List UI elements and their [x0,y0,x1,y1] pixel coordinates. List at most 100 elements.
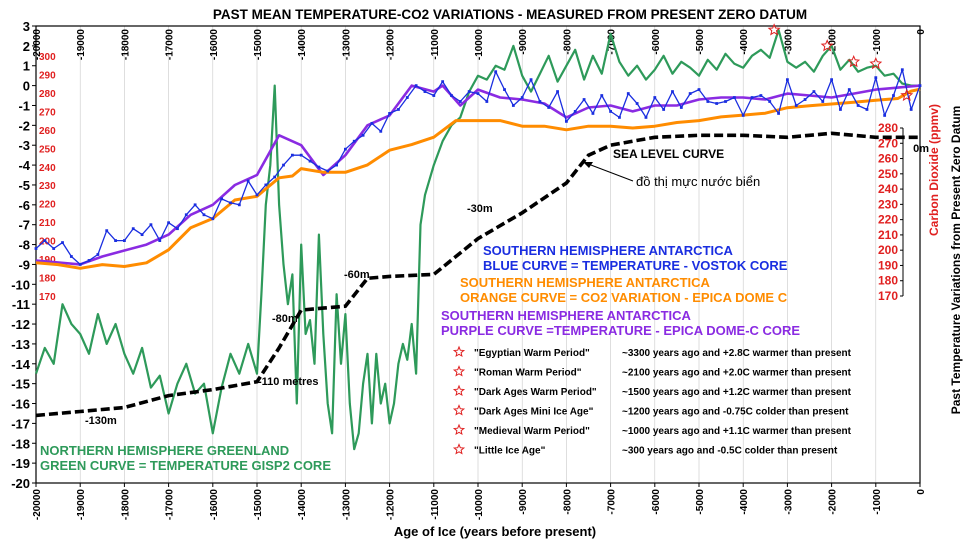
x-tick-label-top: -8000 [562,29,573,55]
vostok-point [847,88,851,91]
x-tick-label-bottom: 0 [916,489,927,495]
y-right-axis-label: Past Temperature Variations from Present… [949,106,963,415]
vostok-point [105,229,109,233]
vostok-point [193,203,197,207]
y-tick-label: -9 [18,257,30,272]
x-tick-label-top: -10000 [474,29,485,61]
period-list-star-icon [452,345,466,358]
vostok-point [768,100,772,103]
co2-tick-label-right: 180 [878,274,898,288]
vostok-point [830,78,833,82]
co2-tick-label-left: 200 [39,237,56,248]
period-name: "Medieval Warm Period" [474,426,590,437]
vostok-point [839,108,842,111]
warm-period-marker-star-icon [820,39,834,52]
sea-level-minus130-label: -130m [85,415,117,427]
vostok-point [432,94,436,97]
vostok-point [397,108,400,111]
x-tick-label-bottom: -14000 [297,489,308,521]
y-tick-label: -19 [11,456,30,471]
x-tick-label-bottom: -19000 [76,489,87,521]
period-name: "Egyptian Warm Period" [474,348,590,359]
vostok-point [644,116,648,119]
x-tick-label-bottom: -6000 [651,489,662,515]
warm-period-marker-star-icon [767,23,781,36]
y-tick-label: -6 [18,198,30,213]
vostok-point [706,100,710,103]
vostok-point [821,100,825,103]
vostok-point [653,96,657,99]
co2-tick-label-left: 210 [39,218,56,229]
series-line-sea-level [35,131,920,418]
x-tick-label-top: 0 [916,29,927,35]
legend-title: SOUTHERN HEMISPHERE ANTARCTICA [483,243,734,258]
x-axis-label: Age of Ice (years before present) [394,524,596,539]
period-list-star-icon [452,365,466,377]
co2-tick-label-left: 230 [39,181,56,192]
vostok-point [61,241,64,244]
vostok-point [220,197,224,201]
cold-period-marker-star-icon [900,88,914,102]
vostok-point [759,94,763,97]
period-name: "Little Ice Age" [474,446,546,457]
vostok-point [326,169,330,173]
y-tick-label: -5 [18,178,30,193]
legend-description: GREEN CURVE = TEMPERATURE GISP2 CORE [40,458,331,473]
vostok-point [299,153,303,157]
vostok-point [237,203,241,207]
vostok-point [441,80,445,84]
co2-tick-label-left: 220 [39,200,56,211]
vostok-point [52,247,56,250]
vostok-point [750,96,754,99]
x-tick-label-bottom: -1000 [872,489,883,515]
x-tick-label-bottom: -3000 [783,489,794,515]
y-tick-label: -13 [11,337,30,352]
vostok-point [812,90,816,93]
period-description: ~300 years ago and -0.5C colder than pre… [622,446,838,457]
warm-period-marker-star-icon [847,55,861,68]
series-line-greenland-gisp2 [34,28,920,451]
x-tick-label-top: -5000 [695,29,706,55]
y-co2-axis-label: Carbon Dioxide (ppmv) [927,104,941,236]
vostok-point [131,227,135,231]
vostok-point [264,183,268,187]
series-line-epica-co2 [35,87,921,270]
y-tick-label: -15 [11,377,30,392]
vostok-point [529,78,533,82]
x-tick-label-bottom: -16000 [209,489,220,521]
legend-description: PURPLE CURVE =TEMPERATURE - EPICA DOME-C… [441,323,800,338]
vostok-point [423,90,427,93]
vostok-point [565,119,568,123]
vostok-point [909,108,913,111]
vostok-point [308,159,312,163]
vostok-point [96,253,100,256]
vostok-point [892,94,895,97]
vostok-point [467,90,471,93]
co2-tick-label-right: 240 [878,182,898,196]
y-tick-label: -7 [18,218,30,233]
legend-description: BLUE CURVE = TEMPERATURE - VOSTOK CORE [483,258,788,273]
co2-tick-label-right: 210 [878,228,898,242]
vostok-point [520,96,524,99]
co2-tick-label-right: 230 [878,197,898,211]
period-list-star-icon [452,404,466,416]
callout-arrowhead [583,162,593,168]
period-description: ~2100 years ago and +2.0C warmer than pr… [622,368,852,379]
co2-tick-label-right: 220 [878,213,898,227]
vostok-point [352,139,356,143]
x-tick-label-top: -17000 [165,29,176,61]
x-tick-label-bottom: -17000 [165,489,176,521]
vostok-point [176,227,179,231]
co2-tick-label-right: 250 [878,167,898,181]
vostok-point [158,239,162,242]
vostok-point [450,94,453,97]
y-tick-label: -10 [11,277,30,292]
vostok-point [211,217,215,221]
vostok-point [43,239,47,242]
y-tick-label: -12 [11,317,30,332]
vostok-point [688,92,692,95]
vostok-point [777,112,780,115]
x-tick-label-top: -12000 [386,29,397,61]
vostok-point [255,193,259,197]
y-tick-label: 3 [23,19,30,34]
